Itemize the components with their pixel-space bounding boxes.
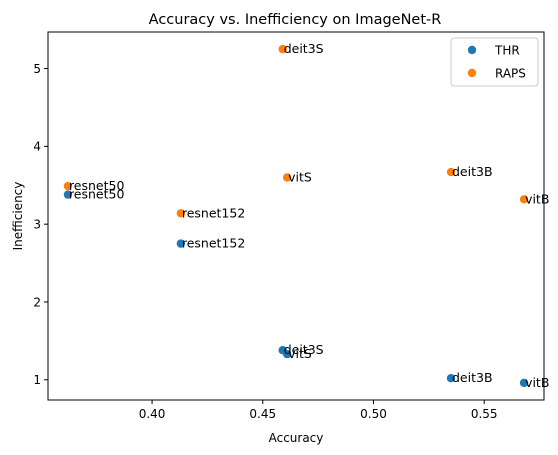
data-point-raps	[278, 44, 287, 54]
y-tick-label: 1	[33, 373, 41, 387]
point-label: vitS	[288, 169, 312, 184]
legend-marker-thr	[467, 45, 477, 55]
legend: THR RAPS	[450, 37, 539, 87]
data-point-raps	[176, 209, 186, 218]
x-tick-label: 0.55	[471, 407, 498, 421]
data-points	[63, 44, 529, 388]
x-tick-label: 0.40	[139, 407, 166, 421]
legend-label-thr: THR	[494, 44, 520, 58]
data-point-thr	[63, 190, 73, 199]
x-tick-label: 0.45	[249, 407, 276, 421]
y-tick-label: 3	[33, 217, 41, 231]
point-label: deit3B	[452, 370, 493, 385]
y-axis-ticks: 1 2 3 4 5	[33, 62, 48, 387]
y-tick-label: 5	[33, 62, 41, 76]
data-point-raps	[282, 173, 292, 182]
x-tick-label: 0.50	[360, 407, 387, 421]
x-axis-label: Accuracy	[269, 431, 324, 445]
point-label: resnet50	[69, 187, 125, 202]
legend-marker-raps	[467, 68, 477, 78]
y-tick-label: 2	[33, 295, 41, 309]
point-label: deit3S	[284, 41, 324, 56]
plot-area	[47, 31, 545, 401]
data-point-thr	[282, 349, 292, 359]
point-label: resnet152	[182, 236, 245, 251]
legend-label-raps: RAPS	[495, 67, 526, 81]
chart-title: Accuracy vs. Inefficiency on ImageNet-R	[149, 12, 442, 28]
y-tick-label: 4	[33, 140, 41, 154]
y-axis-label: Inefficiency	[11, 182, 25, 251]
x-axis-ticks: 0.40 0.45 0.50 0.55	[139, 400, 498, 421]
data-point-thr	[446, 374, 456, 383]
point-label: resnet50	[69, 178, 125, 193]
data-point-raps	[446, 167, 456, 177]
data-point-raps	[63, 181, 73, 191]
data-point-raps	[519, 195, 529, 204]
point-label: resnet152	[182, 205, 245, 220]
data-point-thr	[176, 239, 186, 248]
point-label: deit3B	[452, 164, 493, 179]
point-label: vitB	[525, 191, 549, 206]
point-label: vitB	[525, 375, 549, 390]
point-label: deit3S	[284, 342, 324, 357]
point-label: vitS	[288, 346, 312, 361]
data-point-thr	[519, 378, 529, 388]
